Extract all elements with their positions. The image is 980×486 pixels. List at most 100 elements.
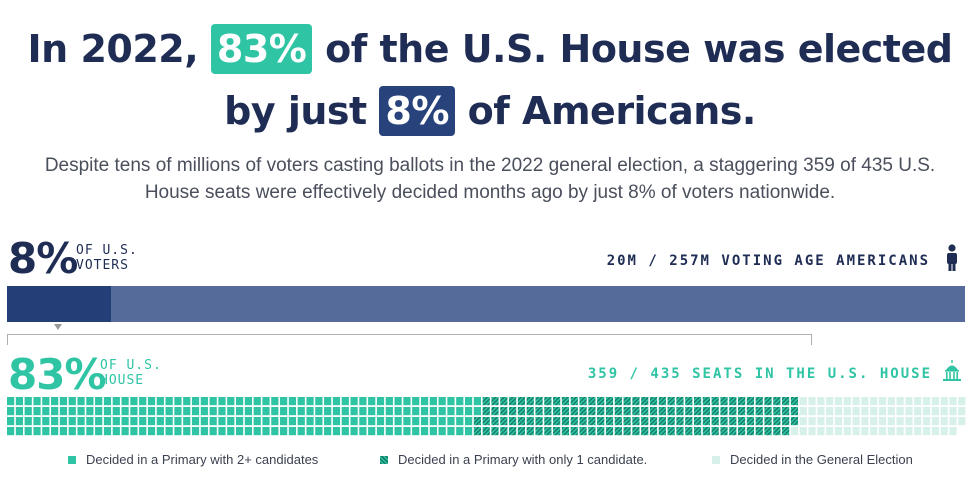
seat-cell-light bbox=[817, 427, 825, 436]
seat-cell-hatched bbox=[579, 427, 587, 436]
seat-cell-hatched bbox=[544, 407, 552, 416]
seat-cell-solid bbox=[464, 397, 473, 406]
seat-cell-hatched bbox=[693, 427, 702, 436]
seat-cell-solid bbox=[394, 417, 402, 426]
seat-cell-solid bbox=[332, 407, 341, 416]
seat-cell-solid bbox=[280, 407, 288, 416]
seat-cell-solid bbox=[68, 397, 76, 406]
seat-cell-solid bbox=[412, 407, 420, 416]
house-stat: 359 / 435 SEATS IN THE U.S. HOUSE bbox=[587, 366, 932, 382]
legend-label: Decided in a Primary with only 1 candida… bbox=[398, 452, 648, 467]
seat-cell-light bbox=[870, 407, 878, 416]
seat-cell-hatched bbox=[509, 427, 517, 436]
seat-cell-solid bbox=[121, 407, 129, 416]
seat-cell-hatched bbox=[517, 417, 526, 426]
seat-cell-solid bbox=[7, 427, 15, 436]
seat-cell-light bbox=[914, 397, 922, 406]
seat-cell-light bbox=[834, 407, 843, 416]
seat-cell-light bbox=[914, 417, 922, 426]
seat-cell-hatched bbox=[500, 427, 508, 436]
seat-cell-light bbox=[826, 417, 834, 426]
seat-cell-solid bbox=[341, 397, 349, 406]
seat-cell-hatched bbox=[667, 397, 675, 406]
seat-cell-solid bbox=[200, 397, 208, 406]
seat-cell-light bbox=[852, 427, 860, 436]
seat-cell-hatched bbox=[491, 417, 499, 426]
seat-cell-solid bbox=[191, 397, 200, 406]
seat-cell-solid bbox=[376, 417, 385, 426]
seat-cell-hatched bbox=[491, 427, 499, 436]
seat-cell-solid bbox=[306, 427, 314, 436]
seat-cell-solid bbox=[262, 397, 270, 406]
seat-cell-solid bbox=[42, 417, 50, 426]
seat-cell-solid bbox=[420, 427, 429, 436]
seat-cell-light bbox=[887, 427, 895, 436]
seat-cell-light bbox=[817, 407, 825, 416]
seat-cell-hatched bbox=[693, 397, 702, 406]
seat-cell-light bbox=[878, 397, 887, 406]
seat-cell-hatched bbox=[491, 407, 499, 416]
seat-cell-light bbox=[896, 407, 904, 416]
seat-cell-solid bbox=[341, 427, 349, 436]
headline-line-1: In 2022, 83% of the U.S. House was elect… bbox=[0, 18, 980, 80]
seat-cell-solid bbox=[130, 397, 138, 406]
seat-cell-hatched bbox=[544, 397, 552, 406]
seat-cell-solid bbox=[42, 407, 50, 416]
seat-cell-solid bbox=[15, 417, 24, 426]
seat-cell-solid bbox=[297, 397, 305, 406]
seat-cell-hatched bbox=[720, 427, 728, 436]
headline-text: by just bbox=[224, 89, 367, 133]
seat-cell-light bbox=[922, 397, 931, 406]
seat-cell-hatched bbox=[509, 397, 517, 406]
seat-cell-solid bbox=[297, 407, 305, 416]
seat-cell-solid bbox=[33, 417, 41, 426]
seat-cell-solid bbox=[350, 427, 358, 436]
seat-cell-solid bbox=[271, 397, 279, 406]
seat-cell-solid bbox=[473, 407, 481, 416]
seat-cell-solid bbox=[68, 407, 76, 416]
seat-cell-solid bbox=[174, 407, 182, 416]
seat-cell-hatched bbox=[729, 397, 737, 406]
seat-cell-hatched bbox=[685, 417, 693, 426]
seat-cell-solid bbox=[350, 407, 358, 416]
seat-cell-solid bbox=[280, 417, 288, 426]
seat-cell-hatched bbox=[597, 397, 605, 406]
highlight-house-percent: 83% bbox=[210, 24, 313, 74]
seat-cell-solid bbox=[103, 417, 112, 426]
seat-cell-hatched bbox=[500, 397, 508, 406]
seat-cell-solid bbox=[376, 427, 385, 436]
seat-cell-hatched bbox=[641, 427, 649, 436]
seat-cell-solid bbox=[350, 417, 358, 426]
seat-cell-hatched bbox=[658, 427, 666, 436]
seat-cell-solid bbox=[271, 407, 279, 416]
seat-cell-light bbox=[808, 417, 816, 426]
seat-cell-solid bbox=[24, 427, 32, 436]
seat-cell-hatched bbox=[746, 397, 755, 406]
seat-cell-light bbox=[914, 407, 922, 416]
seat-cell-solid bbox=[447, 417, 455, 426]
seat-cell-solid bbox=[412, 397, 420, 406]
seat-cell-solid bbox=[271, 417, 279, 426]
house-waffle-chart bbox=[7, 397, 966, 436]
seat-cell-solid bbox=[403, 427, 411, 436]
seat-cell-solid bbox=[332, 427, 341, 436]
seat-cell-hatched bbox=[614, 397, 622, 406]
seat-cell-solid bbox=[209, 427, 217, 436]
seat-cell-light bbox=[887, 407, 895, 416]
seat-cell-solid bbox=[103, 427, 112, 436]
seat-cell-light bbox=[843, 407, 851, 416]
seat-cell-hatched bbox=[632, 417, 640, 426]
headline-text: of Americans. bbox=[467, 89, 757, 133]
seat-cell-solid bbox=[112, 397, 120, 406]
seat-cell-hatched bbox=[790, 407, 799, 416]
seat-cell-solid bbox=[315, 407, 323, 416]
seat-cell-light bbox=[905, 427, 913, 436]
seat-cell-solid bbox=[112, 427, 120, 436]
seat-cell-light bbox=[799, 407, 807, 416]
seat-cell-solid bbox=[385, 407, 393, 416]
seat-cell-light bbox=[940, 427, 948, 436]
seat-cell-hatched bbox=[535, 407, 543, 416]
seat-cell-solid bbox=[51, 417, 59, 426]
seat-cell-hatched bbox=[517, 407, 526, 416]
legend-swatch-light bbox=[712, 455, 720, 464]
